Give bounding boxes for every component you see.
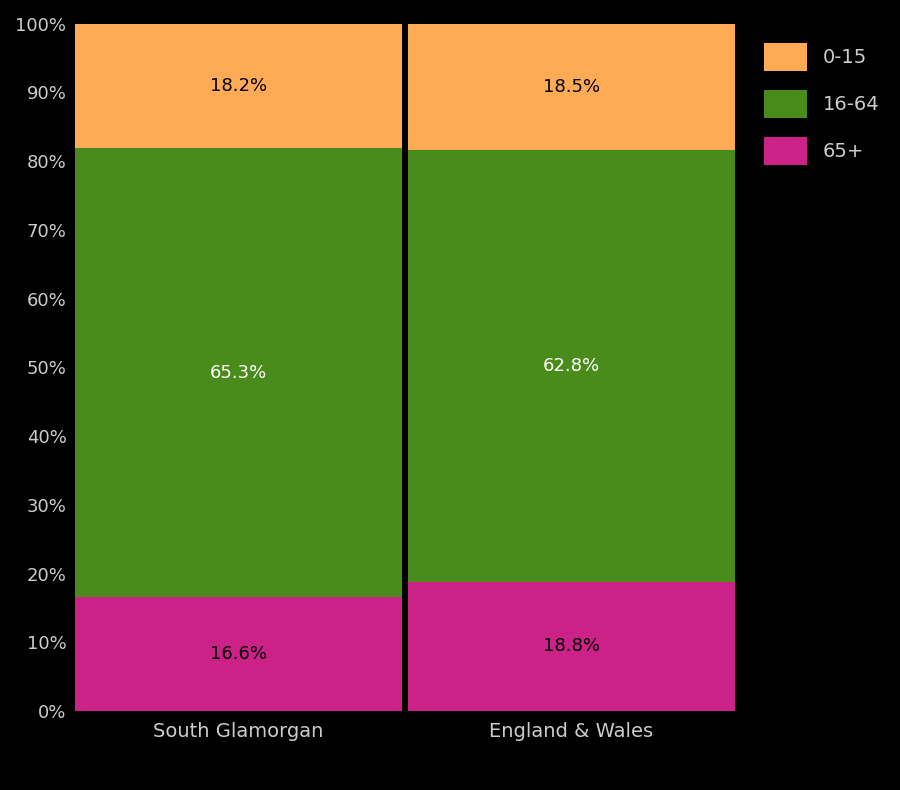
Bar: [76, 148, 401, 597]
Bar: [76, 23, 401, 148]
Bar: [76, 597, 401, 711]
Bar: [409, 150, 734, 581]
Text: 18.8%: 18.8%: [543, 638, 600, 656]
Legend: 0-15, 16-64, 65+: 0-15, 16-64, 65+: [754, 33, 889, 175]
Text: 62.8%: 62.8%: [543, 357, 600, 375]
Text: 18.2%: 18.2%: [210, 77, 267, 95]
Text: 16.6%: 16.6%: [210, 645, 267, 663]
Text: 65.3%: 65.3%: [210, 363, 267, 382]
Bar: [409, 23, 734, 150]
Text: 18.5%: 18.5%: [543, 77, 600, 96]
Bar: [409, 581, 734, 711]
